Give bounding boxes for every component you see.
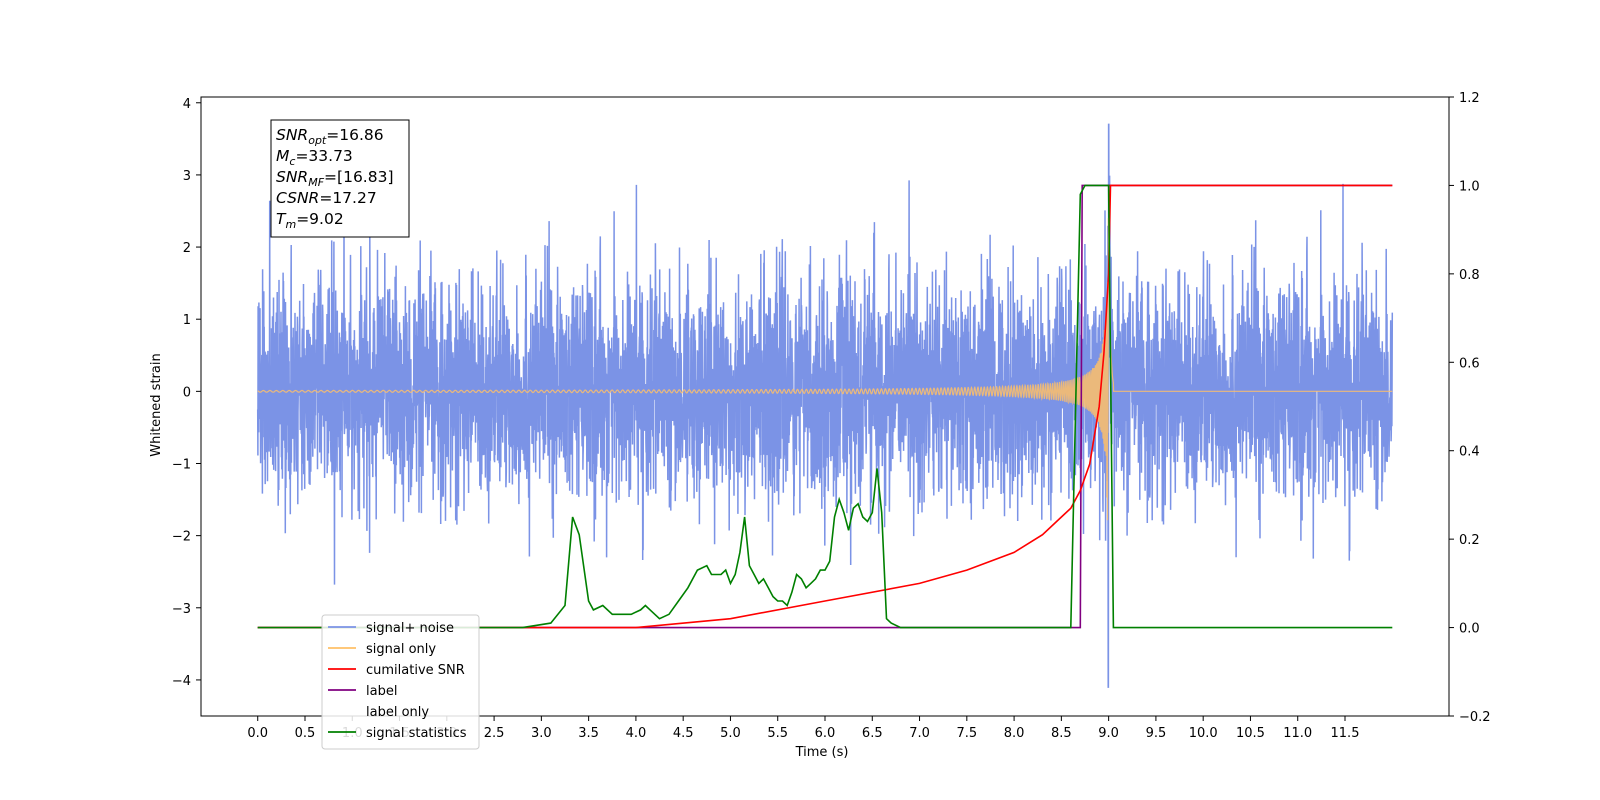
x-tick-label: 7.0 bbox=[909, 726, 930, 741]
x-tick-label: 3.0 bbox=[531, 726, 552, 741]
x-tick-label: 3.5 bbox=[578, 726, 599, 741]
y2-tick-label: 0.8 bbox=[1459, 268, 1480, 283]
y-axis-label: Whitened strain bbox=[149, 353, 164, 456]
y2-tick-label: 0.0 bbox=[1459, 622, 1480, 637]
y-tick-label: −2 bbox=[172, 530, 191, 545]
stats-symbol: SNR bbox=[276, 168, 308, 186]
x-tick-label: 9.5 bbox=[1146, 726, 1167, 741]
y-tick-label: 1 bbox=[183, 313, 191, 328]
series-signal-statistics bbox=[257, 184, 1393, 629]
stats-subscript: opt bbox=[308, 134, 327, 147]
stats-symbol: M bbox=[276, 147, 289, 165]
y-tick-label: 2 bbox=[183, 241, 191, 256]
x-tick-label: 8.0 bbox=[1004, 726, 1025, 741]
y-tick-label: 3 bbox=[183, 169, 191, 184]
stats-subscript: MF bbox=[308, 176, 324, 189]
stats-line: SNRopt=16.86 bbox=[276, 126, 384, 147]
legend-label: label only bbox=[366, 705, 429, 720]
y2-tick-label: 0.4 bbox=[1459, 445, 1480, 460]
stats-value: =33.73 bbox=[295, 147, 352, 165]
y2-tick-label: −0.2 bbox=[1459, 710, 1491, 725]
stats-value: =9.02 bbox=[296, 210, 344, 228]
x-tick-label: 6.5 bbox=[862, 726, 883, 741]
legend-box bbox=[321, 614, 480, 750]
stats-line: Tm=9.02 bbox=[276, 210, 344, 231]
stats-subscript: m bbox=[285, 218, 296, 231]
x-tick-label: 10.5 bbox=[1236, 726, 1265, 741]
x-tick-label: 0.5 bbox=[295, 726, 316, 741]
y-tick-label: −4 bbox=[172, 674, 191, 689]
y-tick-label: 4 bbox=[183, 97, 191, 112]
stats-line: CSNR=17.27 bbox=[276, 189, 377, 207]
x-tick-label: 5.5 bbox=[767, 726, 788, 741]
y2-tick-label: 1.0 bbox=[1459, 179, 1480, 194]
series-signal-noise bbox=[256, 123, 1394, 688]
stats-line: SNRMF=[16.83] bbox=[276, 168, 394, 189]
stats-value: =16.86 bbox=[326, 126, 383, 144]
stats-annotation: SNRopt=16.86Mc=33.73SNRMF=[16.83]CSNR=17… bbox=[270, 119, 410, 238]
y2-tick-label: 0.6 bbox=[1459, 356, 1480, 371]
x-tick-label: 9.0 bbox=[1098, 726, 1119, 741]
y-tick-label: −1 bbox=[172, 457, 191, 472]
x-tick-label: 6.0 bbox=[815, 726, 836, 741]
legend-label: signal statistics bbox=[366, 726, 467, 741]
x-tick-label: 0.0 bbox=[247, 726, 268, 741]
stats-symbol: SNR bbox=[276, 126, 308, 144]
stats-symbol: CSNR bbox=[276, 189, 319, 207]
x-axis-label: Time (s) bbox=[795, 745, 849, 760]
y2-tick-label: 1.2 bbox=[1459, 91, 1480, 106]
y-tick-label: −3 bbox=[172, 602, 191, 617]
plot-area bbox=[256, 123, 1394, 688]
x-tick-label: 8.5 bbox=[1051, 726, 1072, 741]
stats-line: Mc=33.73 bbox=[276, 147, 353, 168]
x-tick-label: 4.0 bbox=[626, 726, 647, 741]
stats-subscript: c bbox=[289, 155, 295, 168]
stats-symbol: T bbox=[276, 210, 287, 228]
series-signal-only bbox=[257, 218, 1393, 521]
legend-label: cumilative SNR bbox=[366, 663, 465, 678]
legend-label: label bbox=[366, 684, 397, 699]
stats-value: =17.27 bbox=[319, 189, 376, 207]
x-tick-label: 5.0 bbox=[720, 726, 741, 741]
legend-label: signal only bbox=[366, 642, 436, 657]
legend: signal+ noise signal only cumilative SNR la… bbox=[321, 614, 480, 750]
x-tick-label: 7.5 bbox=[956, 726, 977, 741]
stats-box bbox=[270, 119, 410, 238]
y-tick-label: 0 bbox=[183, 385, 191, 400]
x-tick-label: 10.0 bbox=[1189, 726, 1218, 741]
legend-label: signal+ noise bbox=[366, 621, 454, 636]
y2-tick-label: 0.2 bbox=[1459, 533, 1480, 548]
x-tick-label: 11.5 bbox=[1331, 726, 1360, 741]
x-tick-label: 11.0 bbox=[1283, 726, 1312, 741]
x-tick-label: 2.5 bbox=[484, 726, 505, 741]
x-tick-label: 4.5 bbox=[673, 726, 694, 741]
stats-value: =[16.83] bbox=[324, 168, 393, 186]
